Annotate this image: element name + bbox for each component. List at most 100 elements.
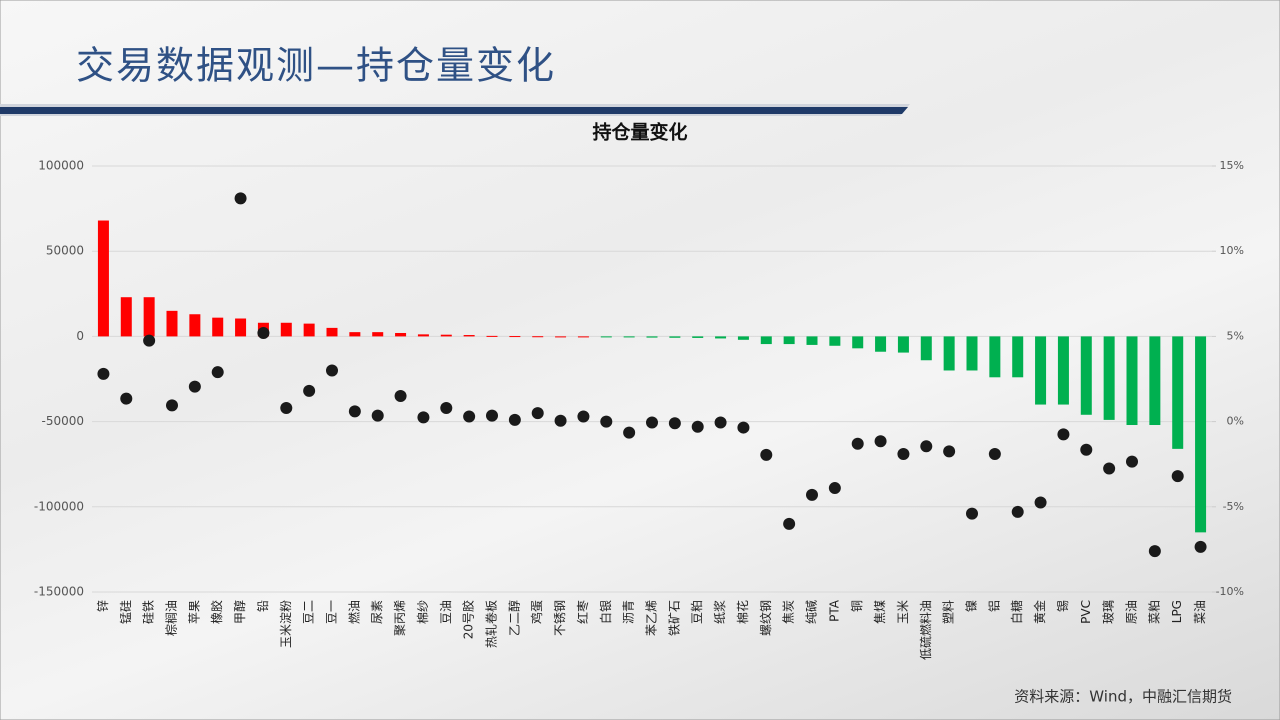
bar — [372, 332, 384, 337]
x-tick-label: 白糖 — [1009, 600, 1024, 624]
y-tick-label: -100000 — [34, 499, 84, 513]
bar — [1126, 336, 1138, 426]
bar — [920, 336, 932, 361]
bar — [989, 336, 1001, 378]
x-tick-label: 塑料 — [941, 600, 956, 624]
bar — [623, 336, 635, 338]
x-tick-label: 锌 — [96, 600, 110, 612]
x-tick-label: 苯乙烯 — [645, 600, 659, 636]
bar — [120, 297, 132, 337]
x-tick-label: 铜 — [849, 600, 864, 612]
bar — [1172, 336, 1184, 449]
dot — [1034, 496, 1047, 509]
dot — [1080, 443, 1093, 456]
y-tick-label: -150000 — [34, 585, 84, 599]
x-tick-label: 豆油 — [439, 600, 453, 624]
dot — [1148, 545, 1161, 558]
x-tick-label: 乙二醇 — [506, 600, 521, 636]
dot — [554, 414, 567, 427]
x-tick-label: 橡胶 — [209, 600, 224, 624]
x-tick-label: 铅 — [256, 600, 270, 612]
dot — [577, 410, 590, 423]
x-tick-label: 纯碱 — [805, 600, 819, 624]
bar — [600, 336, 612, 338]
y-tick-label: 100000 — [38, 159, 84, 173]
bar — [806, 336, 818, 345]
dot — [897, 447, 910, 460]
bar — [1012, 336, 1024, 378]
source-note: 资料来源：Wind，中融汇信期货 — [1014, 688, 1232, 706]
x-tick-label: 玉米淀粉 — [279, 600, 293, 648]
bar — [737, 336, 749, 340]
dot — [417, 411, 430, 424]
x-tick-label: 焦煤 — [873, 600, 887, 624]
dot — [851, 437, 864, 450]
bar — [235, 318, 247, 337]
x-tick-label: 苹果 — [187, 600, 201, 624]
dot — [760, 448, 773, 461]
bar — [1103, 336, 1115, 420]
dot — [1194, 540, 1207, 553]
page-title: 交易数据观测—持仓量变化 — [76, 44, 556, 88]
x-tick-label: 焦炭 — [782, 600, 796, 624]
x-tick-label: 锰硅 — [118, 600, 133, 624]
y2-tick-label: 0% — [1227, 415, 1244, 428]
x-tick-label: 菜油 — [1193, 600, 1207, 624]
y2-tick-label: 10% — [1220, 244, 1244, 257]
dot — [1171, 470, 1184, 483]
bar — [555, 336, 567, 338]
dot — [646, 416, 658, 429]
dot — [211, 366, 224, 379]
bar — [280, 322, 292, 337]
x-tick-label: 豆一 — [325, 600, 339, 624]
x-tick-label: 玉米 — [896, 600, 910, 624]
x-tick-label: 锡 — [1055, 600, 1070, 612]
dot — [714, 416, 727, 429]
bar — [1195, 336, 1207, 533]
plot: -150000 -100000 -50000 0 50000 100000 -10% -5% 0… — [34, 159, 1244, 661]
dot — [188, 380, 201, 393]
x-tick-label: 棉花 — [735, 600, 750, 624]
bar — [349, 332, 361, 337]
bar — [875, 336, 887, 352]
header-band — [0, 107, 908, 114]
bar — [303, 323, 315, 337]
bar — [669, 336, 681, 338]
dot — [874, 435, 887, 448]
dot — [326, 364, 338, 377]
bar — [829, 336, 841, 346]
bar — [646, 336, 658, 338]
dot — [234, 192, 247, 205]
bar — [760, 336, 772, 345]
bar — [509, 336, 521, 338]
x-tick-label: 豆粕 — [689, 600, 704, 624]
bar — [440, 334, 452, 337]
bar — [532, 336, 544, 338]
bar — [897, 336, 909, 353]
dot — [440, 401, 453, 414]
y2-tick-label: -5% — [1223, 500, 1244, 513]
x-tick-label: 螺纹钢 — [759, 600, 773, 636]
dot — [737, 421, 750, 434]
x-tick-label: 黄金 — [1032, 600, 1047, 624]
dot — [531, 407, 544, 420]
y-tick-label: -50000 — [41, 414, 84, 428]
bar — [189, 314, 201, 337]
dot — [806, 488, 818, 501]
x-tick-label: 聚丙烯 — [393, 600, 407, 636]
y2-tick-label: 5% — [1227, 329, 1244, 342]
x-tick-label: PVC — [1079, 600, 1093, 624]
y2-tick-label: 15% — [1220, 159, 1244, 172]
dot — [1057, 428, 1070, 441]
dot — [371, 409, 384, 422]
bar — [417, 334, 429, 337]
bar — [966, 336, 978, 371]
dot — [143, 334, 156, 347]
bar — [715, 336, 727, 339]
x-tick-label: 鸡蛋 — [529, 600, 544, 624]
x-tick-label: 硅铁 — [142, 600, 156, 624]
dot — [691, 420, 704, 433]
bar — [1080, 336, 1092, 415]
